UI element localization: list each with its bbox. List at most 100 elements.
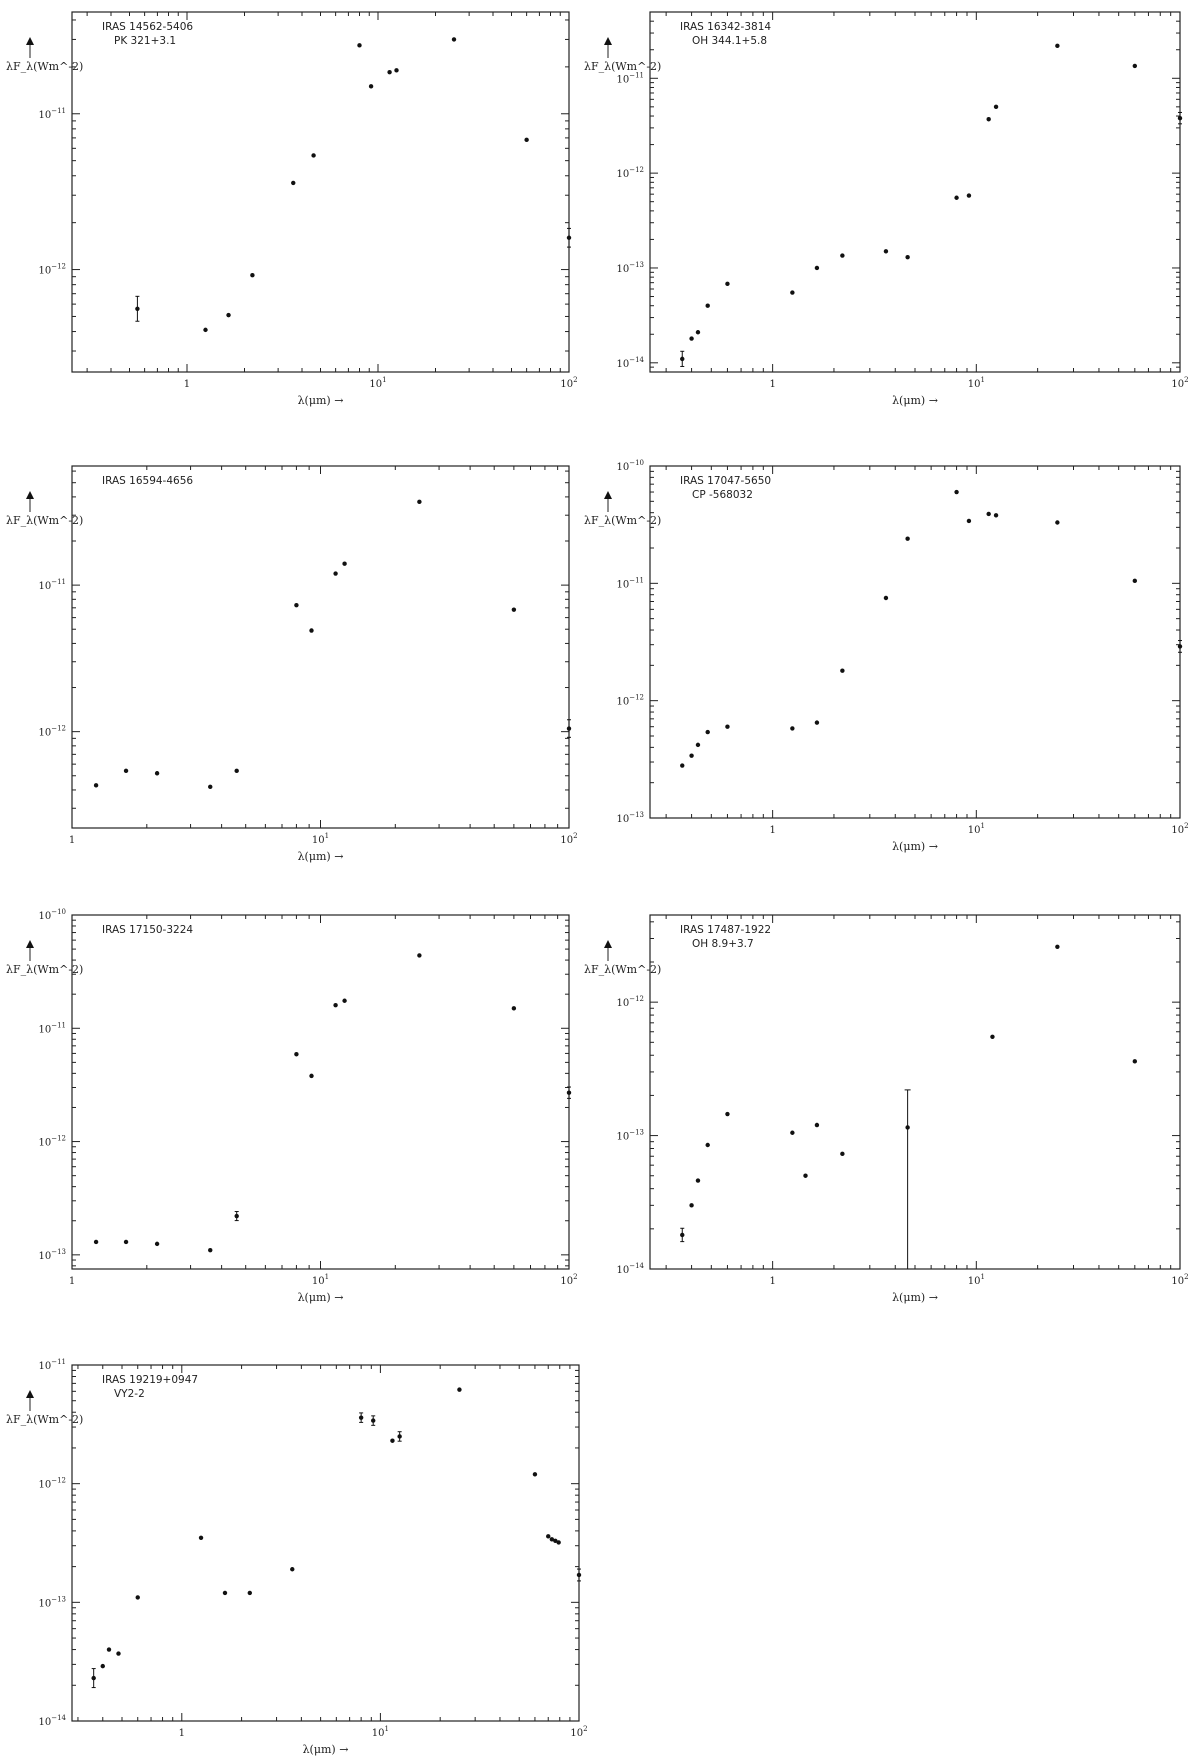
data-point	[680, 763, 685, 768]
sed-panel: 1 101 102 10−13 10−12 10−11 10−10 λ(μm) → λF_λ(W…	[584, 459, 1189, 853]
data-point	[387, 69, 392, 75]
data-point	[680, 356, 685, 362]
data-point	[840, 253, 845, 258]
data-point	[986, 511, 991, 517]
data-point	[905, 254, 910, 260]
data-point	[390, 1438, 395, 1443]
data-point	[725, 724, 730, 729]
data-point	[208, 1247, 213, 1253]
data-point	[689, 336, 694, 341]
data-point	[556, 1540, 561, 1545]
data-point	[511, 1006, 517, 1011]
data-point	[247, 1590, 253, 1596]
tick-label: 10−12	[38, 725, 66, 739]
data-point	[814, 720, 820, 725]
sed-panel: 1 101 102 10−14 10−13 10−12 10−11 λ(μm) → λF_λ(W…	[584, 11, 1189, 407]
tick-label: 10−13	[616, 811, 644, 825]
tick-label: 10−11	[38, 1358, 66, 1372]
x-axis-label: λ(μm) →	[303, 1743, 349, 1756]
data-point	[417, 499, 422, 505]
tick-label: 10−11	[38, 107, 66, 121]
tick-label: 10−10	[616, 459, 644, 473]
tick-label: 102	[560, 1273, 577, 1287]
y-axis-arrowhead	[26, 37, 34, 45]
data-point	[680, 1232, 685, 1238]
data-point	[840, 1151, 845, 1157]
data-point	[1055, 520, 1060, 525]
data-point	[457, 1387, 462, 1392]
data-point	[333, 571, 338, 576]
data-point	[814, 265, 820, 271]
tick-label: 101	[968, 822, 985, 836]
tick-label: 10−12	[616, 166, 644, 180]
data-point	[814, 1122, 820, 1128]
data-point	[954, 489, 959, 495]
object-label: IRAS 17487-1922	[680, 924, 771, 936]
data-point	[689, 753, 694, 758]
object-label: IRAS 14562-5406	[102, 21, 193, 33]
tick-label: 102	[1171, 376, 1188, 390]
data-point	[309, 628, 314, 633]
data-point	[993, 513, 999, 518]
tick-label: 102	[1171, 822, 1188, 836]
data-point	[368, 84, 374, 89]
data-point	[342, 998, 347, 1003]
y-axis-label: λF_λ(Wm^-2)	[6, 60, 83, 73]
tick-label: 101	[968, 1273, 985, 1287]
tick-label: 10−11	[616, 576, 644, 590]
data-point	[222, 1590, 228, 1596]
tick-label: 10−11	[616, 71, 644, 85]
data-point	[371, 1418, 376, 1423]
y-axis-label: λF_λ(Wm^-2)	[584, 514, 661, 527]
object-label: OH 344.1+5.8	[692, 35, 767, 47]
tick-label: 102	[560, 832, 577, 846]
y-axis-arrowhead	[26, 491, 34, 499]
tick-label: 1	[769, 825, 775, 836]
x-axis-label: λ(μm) →	[298, 394, 344, 407]
tick-label: 10−13	[38, 1595, 66, 1609]
data-point	[576, 1572, 582, 1578]
object-label: PK 321+3.1	[114, 35, 176, 47]
data-point	[135, 1595, 140, 1600]
y-axis-label: λF_λ(Wm^-2)	[584, 963, 661, 976]
x-axis-label: λ(μm) →	[298, 1291, 344, 1304]
data-point	[123, 768, 129, 774]
data-point	[291, 180, 296, 186]
data-point	[342, 561, 347, 566]
object-label: IRAS 17047-5650	[680, 475, 771, 487]
tick-label: 1	[769, 379, 775, 390]
data-point	[154, 771, 160, 776]
data-point	[397, 1434, 402, 1439]
x-axis-label: λ(μm) →	[298, 850, 344, 863]
tick-label: 10−13	[616, 1129, 644, 1143]
data-point	[905, 1125, 910, 1130]
plot-frame	[71, 914, 570, 1270]
data-point	[725, 281, 730, 287]
plot-frame	[71, 1364, 580, 1722]
tick-label: 101	[968, 376, 985, 390]
tick-label: 101	[312, 1273, 329, 1287]
data-point	[705, 729, 710, 735]
data-point	[790, 290, 795, 295]
data-point	[986, 117, 991, 122]
data-point	[358, 1415, 364, 1420]
tick-label: 10−12	[616, 995, 644, 1009]
sed-panel: 1 101 102 10−14 10−13 10−12 λ(μm) → λF_λ(Wm^-2)…	[584, 914, 1189, 1304]
data-point	[100, 1663, 105, 1669]
data-point	[532, 1472, 538, 1477]
data-point	[546, 1534, 551, 1539]
data-point	[394, 68, 399, 73]
y-axis-label: λF_λ(Wm^-2)	[6, 963, 83, 976]
plot-frame	[71, 465, 570, 829]
data-point	[203, 327, 208, 333]
tick-label: 10−11	[38, 1021, 66, 1035]
tick-label: 10−12	[38, 263, 66, 277]
data-point	[790, 1130, 795, 1135]
y-axis-label: λF_λ(Wm^-2)	[6, 514, 83, 527]
data-point	[226, 312, 231, 318]
y-axis-arrowhead	[604, 37, 612, 45]
data-point	[93, 783, 99, 788]
tick-label: 10−13	[38, 1248, 66, 1262]
sed-panel: 1 101 102 10−12 10−11 λ(μm) → λF_λ(Wm^-2) IRAS …	[6, 11, 578, 407]
tick-label: 10−14	[616, 356, 644, 370]
